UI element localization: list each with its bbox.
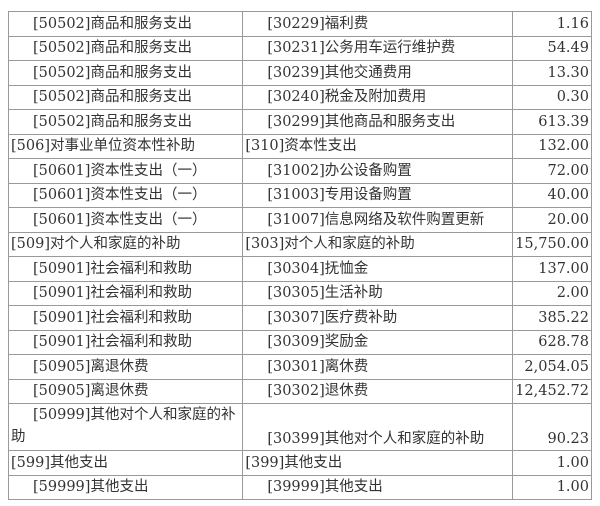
econ-dept-category-cell: [31007]信息网络及软件购置更新 — [242, 207, 514, 233]
econ-dept-category-cell: [30231]公务用车运行维护费 — [242, 35, 514, 61]
amount-cell: 15,750.00 — [512, 231, 592, 257]
expenditure-table: [50502]商品和服务支出 [30229]福利费 1.16 [50502]商品和服务… — [7, 11, 592, 500]
table-row: [50905]离退休费 [30301]离休费 2,054.05 — [7, 354, 592, 380]
econ-dept-category-cell: [303]对个人和家庭的补助 — [242, 231, 514, 257]
econ-dept-category-cell: [399]其他支出 — [242, 450, 514, 476]
econ-dept-category-cell: [30399]其他对个人和家庭的补助 — [242, 403, 514, 451]
table-row: [50901]社会福利和救助 [30304]抚恤金 137.00 — [7, 256, 592, 282]
amount-cell: 1.00 — [512, 450, 592, 476]
econ-dept-category-cell: [30240]税金及附加费用 — [242, 84, 514, 110]
table-row: [506]对事业单位资本性补助 [310]资本性支出 132.00 — [7, 133, 592, 159]
table-row: [50601]资本性支出（一） [31002]办公设备购置 72.00 — [7, 158, 592, 184]
econ-func-category-cell: [50901]社会福利和救助 — [7, 305, 244, 331]
table-row: [59999]其他支出 [39999]其他支出 1.00 — [7, 474, 592, 500]
amount-cell: 1.00 — [512, 474, 592, 500]
amount-cell: 0.30 — [512, 84, 592, 110]
amount-cell: 132.00 — [512, 133, 592, 159]
table-row: [50502]商品和服务支出 [30299]其他商品和服务支出 613.39 — [7, 109, 592, 135]
table-row: [50905]离退休费 [30302]退休费 12,452.72 — [7, 378, 592, 404]
econ-dept-category-cell: [30309]奖励金 — [242, 329, 514, 355]
econ-func-category-cell: [50502]商品和服务支出 — [7, 109, 244, 135]
table-body: [50502]商品和服务支出 [30229]福利费 1.16 [50502]商品和服务… — [7, 11, 592, 500]
econ-func-category-cell: [50905]离退休费 — [7, 378, 244, 404]
table-row: [50901]社会福利和救助 [30307]医疗费补助 385.22 — [7, 305, 592, 331]
amount-cell: 20.00 — [512, 207, 592, 233]
amount-cell: 385.22 — [512, 305, 592, 331]
table-row: [50502]商品和服务支出 [30231]公务用车运行维护费 54.49 — [7, 35, 592, 61]
amount-cell: 613.39 — [512, 109, 592, 135]
econ-dept-category-cell: [30307]医疗费补助 — [242, 305, 514, 331]
table-row: [50502]商品和服务支出 [30240]税金及附加费用 0.30 — [7, 84, 592, 110]
amount-cell: 1.16 — [512, 11, 592, 37]
econ-dept-category-cell: [30229]福利费 — [242, 11, 514, 37]
econ-dept-category-cell: [30301]离休费 — [242, 354, 514, 380]
amount-cell: 90.23 — [512, 403, 592, 451]
econ-func-category-cell: [50601]资本性支出（一） — [7, 158, 244, 184]
amount-cell: 2,054.05 — [512, 354, 592, 380]
econ-func-category-cell: [50905]离退休费 — [7, 354, 244, 380]
econ-func-category-cell: [50901]社会福利和救助 — [7, 256, 244, 282]
econ-dept-category-cell: [31002]办公设备购置 — [242, 158, 514, 184]
table-row: [50601]资本性支出（一） [31007]信息网络及软件购置更新 20.00 — [7, 207, 592, 233]
econ-dept-category-cell: [30302]退休费 — [242, 378, 514, 404]
table-row: [599]其他支出 [399]其他支出 1.00 — [7, 450, 592, 476]
table-row: [50502]商品和服务支出 [30239]其他交通费用 13.30 — [7, 60, 592, 86]
amount-cell: 12,452.72 — [512, 378, 592, 404]
table-row: [50502]商品和服务支出 [30229]福利费 1.16 — [7, 11, 592, 37]
amount-cell: 72.00 — [512, 158, 592, 184]
table-row: [50999]其他对个人和家庭的补助 [30399]其他对个人和家庭的补助 90.2… — [7, 403, 592, 451]
econ-func-category-cell: [50901]社会福利和救助 — [7, 280, 244, 306]
econ-func-category-cell: [599]其他支出 — [7, 450, 244, 476]
econ-func-category-cell: [50502]商品和服务支出 — [7, 11, 244, 37]
econ-dept-category-cell: [30299]其他商品和服务支出 — [242, 109, 514, 135]
econ-func-category-cell: [509]对个人和家庭的补助 — [7, 231, 244, 257]
table-row: [50601]资本性支出（一） [31003]专用设备购置 40.00 — [7, 182, 592, 208]
table-row: [509]对个人和家庭的补助 [303]对个人和家庭的补助 15,750.00 — [7, 231, 592, 257]
econ-dept-category-cell: [30305]生活补助 — [242, 280, 514, 306]
econ-func-category-cell: [50502]商品和服务支出 — [7, 84, 244, 110]
table-row: [50901]社会福利和救助 [30309]奖励金 628.78 — [7, 329, 592, 355]
econ-func-category-cell: [506]对事业单位资本性补助 — [7, 133, 244, 159]
econ-func-category-cell: [59999]其他支出 — [7, 474, 244, 500]
amount-cell: 13.30 — [512, 60, 592, 86]
amount-cell: 40.00 — [512, 182, 592, 208]
econ-func-category-cell: [50502]商品和服务支出 — [7, 35, 244, 61]
econ-func-category-cell: [50601]资本性支出（一） — [7, 182, 244, 208]
econ-dept-category-cell: [39999]其他支出 — [242, 474, 514, 500]
amount-cell: 628.78 — [512, 329, 592, 355]
econ-func-category-cell: [50999]其他对个人和家庭的补助 — [7, 403, 244, 451]
amount-cell: 54.49 — [512, 35, 592, 61]
econ-dept-category-cell: [310]资本性支出 — [242, 133, 514, 159]
econ-dept-category-cell: [30239]其他交通费用 — [242, 60, 514, 86]
table-row: [50901]社会福利和救助 [30305]生活补助 2.00 — [7, 280, 592, 306]
econ-dept-category-cell: [31003]专用设备购置 — [242, 182, 514, 208]
econ-func-category-cell: [50601]资本性支出（一） — [7, 207, 244, 233]
econ-func-category-cell: [50502]商品和服务支出 — [7, 60, 244, 86]
amount-cell: 2.00 — [512, 280, 592, 306]
econ-func-category-cell: [50901]社会福利和救助 — [7, 329, 244, 355]
econ-dept-category-cell: [30304]抚恤金 — [242, 256, 514, 282]
amount-cell: 137.00 — [512, 256, 592, 282]
